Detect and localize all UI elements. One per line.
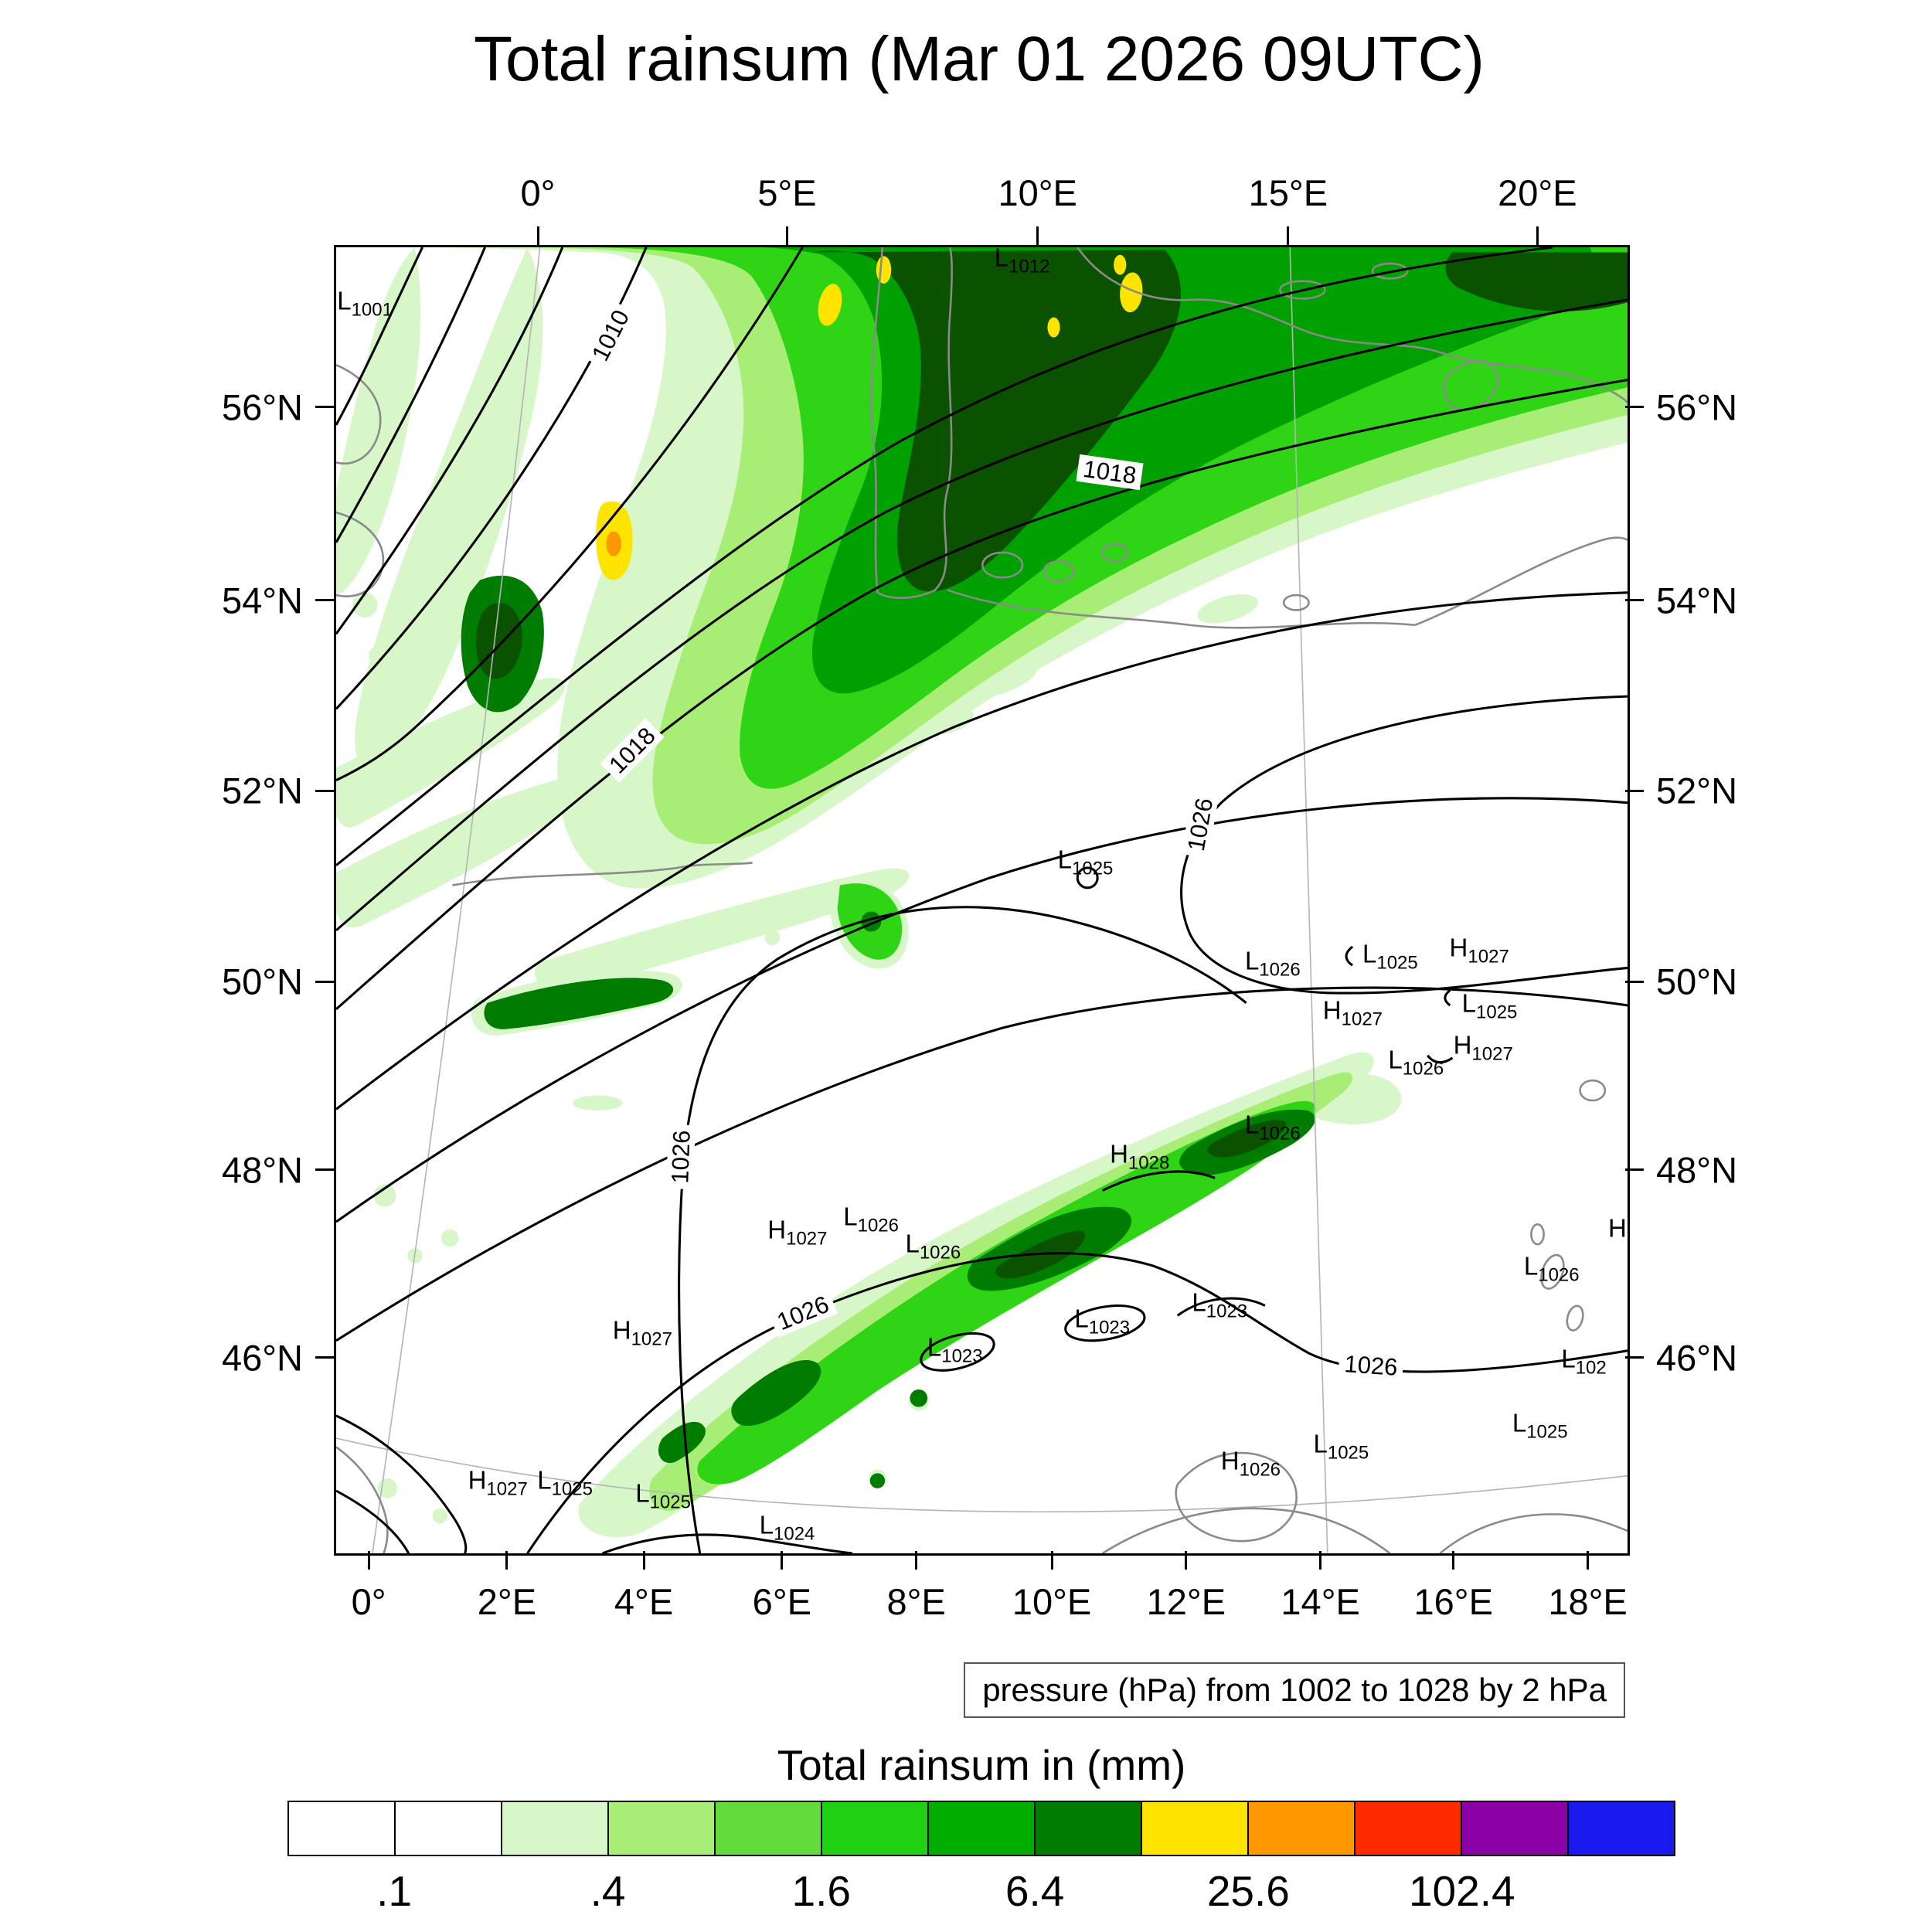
top-axis-label: 0° xyxy=(520,172,556,213)
left-axis-label: 54°N xyxy=(221,580,303,621)
top-axis-label: 10°E xyxy=(998,172,1077,213)
left-axis-label: 48°N xyxy=(221,1149,303,1191)
colorbar-tick-label: 102.4 xyxy=(1408,1867,1515,1915)
page-title: Total rainsum (Mar 01 2026 09UTC) xyxy=(474,24,1485,94)
colorbar xyxy=(287,1801,1675,1856)
top-axis-tick xyxy=(1036,226,1039,245)
colorbar-segment xyxy=(821,1802,927,1855)
left-axis-label: 46°N xyxy=(221,1337,303,1379)
right-axis-label: 52°N xyxy=(1656,770,1738,811)
rain-spots-extreme xyxy=(596,254,1143,580)
top-axis-label: 15°E xyxy=(1248,172,1328,213)
bottom-axis-label: 10°E xyxy=(1012,1581,1092,1622)
bottom-axis-label: 6°E xyxy=(752,1581,811,1622)
colorbar-tick-label: 1.6 xyxy=(791,1867,851,1915)
bottom-axis-label: 12°E xyxy=(1146,1581,1226,1622)
top-axis-tick xyxy=(536,226,539,245)
bottom-axis-label: 18°E xyxy=(1548,1581,1628,1622)
colorbar-segment xyxy=(1247,1802,1354,1855)
top-axis-label: 5°E xyxy=(757,172,817,213)
colorbar-tick-label: .1 xyxy=(376,1867,413,1915)
colorbar-segment xyxy=(1461,1802,1567,1855)
left-axis-tick xyxy=(315,1356,334,1359)
colorbar-segment xyxy=(289,1802,394,1855)
colorbar-segment xyxy=(1141,1802,1247,1855)
coastlines xyxy=(336,247,1628,1553)
top-axis-tick xyxy=(786,226,789,245)
top-axis-tick xyxy=(1536,226,1539,245)
colorbar-segment xyxy=(607,1802,714,1855)
colorbar-segment xyxy=(394,1802,501,1855)
bottom-axis-label: 0° xyxy=(351,1581,386,1622)
left-axis-label: 52°N xyxy=(221,770,303,811)
colorbar-segment xyxy=(927,1802,1034,1855)
rain-shading-dark xyxy=(461,247,1628,1488)
colorbar-segment xyxy=(1034,1802,1141,1855)
colorbar-tick-label: .4 xyxy=(590,1867,626,1915)
right-axis-label: 48°N xyxy=(1656,1149,1738,1191)
colorbar-tick-label: 25.6 xyxy=(1206,1867,1290,1915)
colorbar-labels: .1 .4 1.6 6.4 25.6 102.4 xyxy=(287,1870,1675,1924)
left-axis-label: 50°N xyxy=(221,961,303,1002)
bottom-axis-label: 2°E xyxy=(477,1581,537,1622)
map-area xyxy=(334,245,1630,1556)
bottom-axis-label: 16°E xyxy=(1413,1581,1493,1622)
pressure-legend-text: pressure (hPa) from 1002 to 1028 by 2 hP… xyxy=(982,1672,1607,1708)
right-axis-label: 46°N xyxy=(1656,1337,1738,1379)
left-axis-tick xyxy=(315,980,334,983)
right-axis-label: 50°N xyxy=(1656,961,1738,1002)
right-axis-label: 56°N xyxy=(1656,386,1738,428)
map-graphic xyxy=(336,247,1628,1553)
top-axis-label: 20°E xyxy=(1498,172,1577,213)
colorbar-tick-label: 6.4 xyxy=(1005,1867,1065,1915)
left-axis-tick xyxy=(315,599,334,602)
left-axis-tick xyxy=(315,1168,334,1172)
left-axis-label: 56°N xyxy=(221,386,303,428)
bottom-axis-label: 4°E xyxy=(614,1581,674,1622)
colorbar-segment xyxy=(1354,1802,1461,1855)
bottom-axis-label: 14°E xyxy=(1281,1581,1360,1622)
colorbar-segment xyxy=(501,1802,607,1855)
right-axis-label: 54°N xyxy=(1656,580,1738,621)
top-axis-tick xyxy=(1287,226,1290,245)
colorbar-title: Total rainsum in (mm) xyxy=(777,1741,1186,1789)
colorbar-segment xyxy=(714,1802,821,1855)
left-axis-tick xyxy=(315,789,334,792)
bottom-axis-label: 8°E xyxy=(886,1581,946,1622)
left-axis-tick xyxy=(315,406,334,409)
colorbar-segment xyxy=(1567,1802,1674,1855)
pressure-legend: pressure (hPa) from 1002 to 1028 by 2 hP… xyxy=(964,1662,1625,1718)
